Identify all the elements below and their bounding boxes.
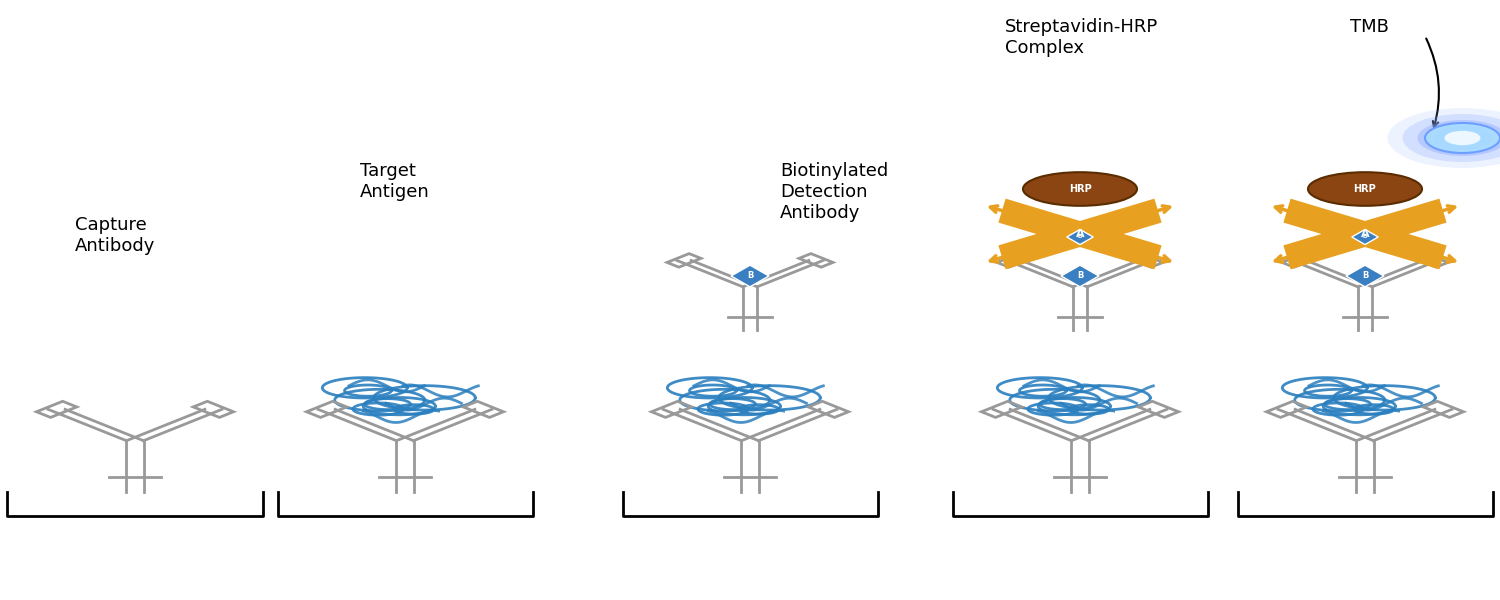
- Text: B: B: [1078, 235, 1082, 239]
- Polygon shape: [1060, 265, 1100, 287]
- Text: Streptavidin-HRP
Complex: Streptavidin-HRP Complex: [1005, 18, 1158, 57]
- Text: Target
Antigen: Target Antigen: [360, 162, 429, 201]
- Text: Capture
Antibody: Capture Antibody: [75, 216, 156, 255]
- Ellipse shape: [1308, 172, 1422, 206]
- Text: B: B: [1364, 235, 1366, 239]
- Circle shape: [1425, 123, 1500, 153]
- Text: TMB: TMB: [1350, 18, 1389, 36]
- Text: B: B: [747, 271, 753, 280]
- Text: HRP: HRP: [1353, 184, 1377, 194]
- Circle shape: [1444, 131, 1480, 145]
- Circle shape: [1388, 108, 1500, 168]
- Polygon shape: [730, 265, 770, 287]
- Text: B: B: [1077, 271, 1083, 280]
- Circle shape: [1432, 126, 1492, 150]
- Text: HRP: HRP: [1068, 184, 1092, 194]
- Text: B: B: [1362, 271, 1368, 280]
- Polygon shape: [1066, 229, 1094, 245]
- Text: A: A: [1076, 229, 1084, 239]
- Circle shape: [1402, 114, 1500, 162]
- Ellipse shape: [1023, 172, 1137, 206]
- Polygon shape: [1346, 265, 1384, 287]
- Circle shape: [1418, 120, 1500, 156]
- Text: A: A: [1360, 229, 1370, 239]
- Polygon shape: [1352, 229, 1378, 245]
- Text: Biotinylated
Detection
Antibody: Biotinylated Detection Antibody: [780, 162, 888, 221]
